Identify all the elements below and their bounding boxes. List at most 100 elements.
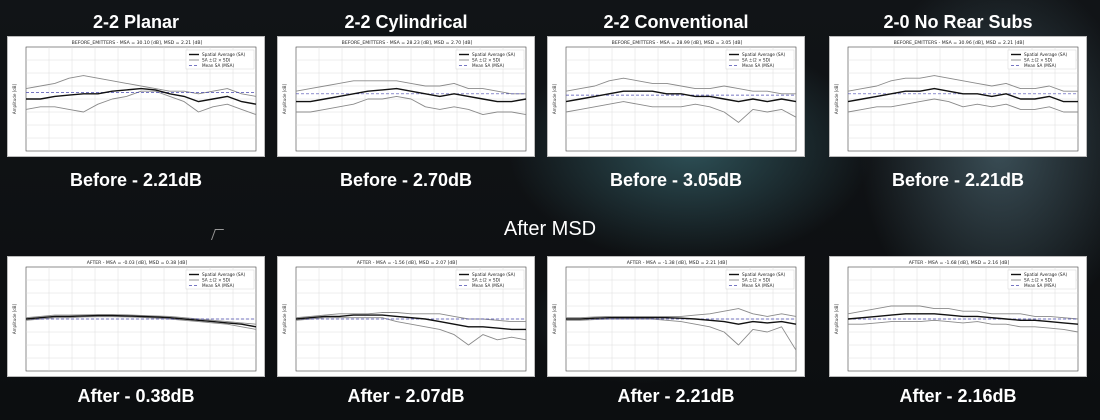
legend-label: SA ±(2 × SD)	[742, 278, 771, 283]
series-line-sd-lower	[296, 95, 527, 116]
chart-panel-after-cylindrical: AFTER - MSA = -1.56 [dB], MSD = 2.07 [dB…	[277, 256, 535, 377]
y-axis-label: Amplitude [dB]	[282, 83, 287, 114]
legend-box	[1007, 49, 1077, 70]
legend-box	[1007, 269, 1077, 290]
legend-label: SA ±(2 × SD)	[1024, 278, 1053, 283]
legend-box	[185, 49, 255, 70]
chart-title: AFTER - MSA = -1.56 [dB], MSD = 2.07 [dB…	[357, 260, 458, 266]
chart-panel-before-cylindrical: BEFORE_EMITTERS - MSA = 28.23 [dB], MSD …	[277, 36, 535, 157]
series-line-sd-upper	[847, 305, 1079, 320]
section-title-after-msd: After MSD	[503, 218, 597, 240]
legend-label: Spatial Average (SA)	[202, 52, 246, 57]
legend-label: Spatial Average (SA)	[472, 52, 516, 57]
chart-panel-before-no-rear-subs: BEFORE_EMITTERS - MSA = 30.96 [dB], MSD …	[829, 36, 1087, 157]
caption-after-planar: After - 0.38dB	[77, 386, 195, 406]
legend-label: SA ±(2 × SD)	[472, 278, 501, 283]
legend-label: Mean SA (MSA)	[742, 63, 775, 68]
series-line-spatial-average	[295, 314, 526, 331]
legend-label: Spatial Average (SA)	[472, 272, 516, 277]
legend-label: Mean SA (MSA)	[742, 283, 775, 288]
legend-label: Spatial Average (SA)	[202, 272, 246, 277]
legend-label: SA ±(2 × SD)	[742, 58, 771, 63]
legend-label: Mean SA (MSA)	[472, 63, 505, 68]
column-title-cylindrical: 2-2 Cylindrical	[344, 12, 468, 32]
series-line-spatial-average	[566, 317, 797, 325]
legend-label: Spatial Average (SA)	[1024, 272, 1068, 277]
caption-before-no-rear-subs: Before - 2.21dB	[891, 170, 1025, 190]
series-line-sd-upper	[847, 75, 1078, 92]
series-line-sd-lower	[848, 319, 1079, 333]
y-axis-label: Amplitude [dB]	[552, 303, 557, 334]
series-line-sd-upper	[295, 312, 526, 323]
chart-title: BEFORE_EMITTERS - MSA = 28.23 [dB], MSD …	[342, 40, 473, 46]
legend-label: Spatial Average (SA)	[1024, 52, 1068, 57]
legend-box	[725, 49, 795, 70]
legend-box	[725, 269, 795, 290]
legend-label: SA ±(2 × SD)	[1024, 58, 1053, 63]
caption-before-cylindrical: Before - 2.70dB	[339, 170, 473, 190]
series-line-spatial-average	[847, 87, 1078, 103]
series-line-spatial-average	[25, 314, 257, 328]
legend-label: SA ±(2 × SD)	[202, 278, 231, 283]
chart-panel-after-conventional: AFTER - MSA = -1.38 [dB], MSD = 2.21 [dB…	[547, 256, 805, 377]
series-line-sd-upper	[566, 308, 797, 319]
chart-panel-after-no-rear-subs: AFTER - MSA = -1.68 [dB], MSD = 2.16 [dB…	[829, 256, 1087, 377]
chart-title: AFTER - MSA = -0.03 [dB], MSD = 0.38 [dB…	[87, 260, 188, 266]
legend-label: Spatial Average (SA)	[742, 52, 786, 57]
chart-title: BEFORE_EMITTERS - MSA = 28.99 [dB], MSD …	[612, 40, 743, 46]
series-line-sd-upper	[25, 314, 257, 325]
chart-panel-after-planar: AFTER - MSA = -0.03 [dB], MSD = 0.38 [dB…	[7, 256, 265, 377]
chart-panel-before-conventional: BEFORE_EMITTERS - MSA = 28.99 [dB], MSD …	[547, 36, 805, 157]
column-title-no-rear-subs: 2-0 No Rear Subs	[883, 12, 1033, 32]
legend-label: Mean SA (MSA)	[472, 283, 505, 288]
chart-svg-before-no-rear-subs: BEFORE_EMITTERS - MSA = 30.96 [dB], MSD …	[834, 40, 1079, 152]
chart-svg-after-conventional: AFTER - MSA = -1.38 [dB], MSD = 2.21 [dB…	[552, 260, 797, 372]
series-line-sd-lower	[295, 317, 527, 346]
chart-svg-after-cylindrical: AFTER - MSA = -1.56 [dB], MSD = 2.07 [dB…	[282, 260, 527, 372]
caption-after-cylindrical: After - 2.07dB	[347, 386, 465, 406]
y-axis-label: Amplitude [dB]	[552, 83, 557, 114]
y-axis-label: Amplitude [dB]	[12, 83, 17, 114]
series-line-sd-lower	[847, 98, 1078, 113]
chart-svg-before-conventional: BEFORE_EMITTERS - MSA = 28.99 [dB], MSD …	[552, 40, 797, 152]
series-line-spatial-average	[296, 87, 527, 103]
caption-before-conventional: Before - 3.05dB	[609, 170, 743, 190]
series-line-spatial-average	[847, 313, 1079, 325]
chart-svg-before-planar: BEFORE_EMITTERS - MSA = 30.10 [dB], MSD …	[12, 40, 257, 152]
column-title-conventional: 2-2 Conventional	[603, 12, 749, 32]
series-line-sd-lower	[25, 90, 257, 116]
legend-label: Mean SA (MSA)	[1024, 63, 1057, 68]
caption-before-planar: Before - 2.21dB	[69, 170, 203, 190]
chart-svg-after-planar: AFTER - MSA = -0.03 [dB], MSD = 0.38 [dB…	[12, 260, 257, 372]
legend-label: Mean SA (MSA)	[202, 283, 235, 288]
series-line-sd-upper	[25, 75, 257, 97]
legend-label: SA ±(2 × SD)	[472, 58, 501, 63]
chart-title: BEFORE_EMITTERS - MSA = 30.10 [dB], MSD …	[72, 40, 203, 46]
caption-after-no-rear-subs: After - 2.16dB	[899, 386, 1017, 406]
chart-svg-before-cylindrical: BEFORE_EMITTERS - MSA = 28.23 [dB], MSD …	[282, 40, 527, 152]
chart-title: AFTER - MSA = -1.38 [dB], MSD = 2.21 [dB…	[627, 260, 728, 266]
series-line-sd-lower	[565, 101, 797, 123]
column-title-planar: 2-2 Planar	[92, 12, 180, 32]
y-axis-label: Amplitude [dB]	[12, 303, 17, 334]
legend-label: SA ±(2 × SD)	[202, 58, 231, 63]
series-line-spatial-average	[26, 87, 257, 105]
y-axis-label: Amplitude [dB]	[834, 83, 839, 114]
legend-label: Spatial Average (SA)	[742, 272, 786, 277]
caption-after-conventional: After - 2.21dB	[617, 386, 735, 406]
series-line-sd-upper	[565, 77, 796, 95]
chart-title: BEFORE_EMITTERS - MSA = 30.96 [dB], MSD …	[894, 40, 1025, 46]
legend-box	[185, 269, 255, 290]
series-line-spatial-average	[565, 90, 797, 103]
chart-panel-before-planar: BEFORE_EMITTERS - MSA = 30.10 [dB], MSD …	[7, 36, 265, 157]
series-line-sd-lower	[566, 318, 797, 351]
legend-label: Mean SA (MSA)	[1024, 283, 1057, 288]
legend-box	[455, 269, 525, 290]
legend-box	[455, 49, 525, 70]
series-line-sd-lower	[25, 316, 257, 330]
legend-label: Mean SA (MSA)	[202, 63, 235, 68]
y-axis-label: Amplitude [dB]	[834, 303, 839, 334]
chart-title: AFTER - MSA = -1.68 [dB], MSD = 2.16 [dB…	[909, 260, 1010, 266]
chart-svg-after-no-rear-subs: AFTER - MSA = -1.68 [dB], MSD = 2.16 [dB…	[834, 260, 1079, 372]
y-axis-label: Amplitude [dB]	[282, 303, 287, 334]
